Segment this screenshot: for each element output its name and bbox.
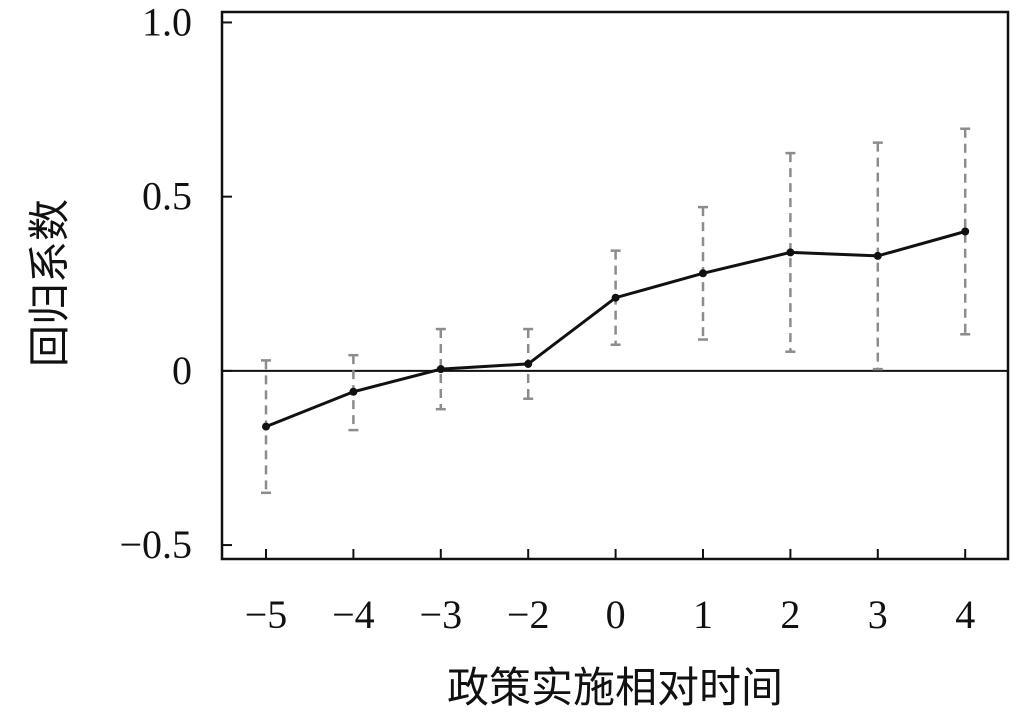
- x-tick-label: 2: [780, 592, 800, 637]
- x-tick-label: −2: [507, 592, 550, 637]
- data-point: [786, 248, 795, 257]
- data-point: [524, 359, 533, 368]
- plot-area: 1.0 0.5 0 −0.5 −5 −4 −3 −2 0 1 2 3 4: [119, 0, 1010, 637]
- data-point: [873, 251, 882, 260]
- data-point: [961, 227, 970, 236]
- x-tick-label: 1: [693, 592, 713, 637]
- x-tick-label: 0: [606, 592, 626, 637]
- x-tick-label: −3: [420, 592, 463, 637]
- data-point: [699, 269, 707, 278]
- y-tick-label: −0.5: [119, 522, 192, 567]
- y-tick-label: 1.0: [142, 0, 192, 44]
- x-tick-label: 3: [868, 592, 888, 637]
- data-point: [349, 387, 358, 396]
- x-tick-label: 4: [955, 592, 975, 637]
- data-point: [436, 365, 445, 374]
- data-point: [611, 293, 620, 302]
- y-tick-label: 0: [172, 348, 192, 393]
- y-axis-title: 回归系数: [25, 199, 74, 367]
- y-tick-label: 0.5: [142, 174, 192, 219]
- x-tick-label: −4: [332, 592, 375, 637]
- x-tick-label: −5: [245, 592, 288, 637]
- x-axis-title: 政策实施相对时间: [447, 663, 783, 712]
- data-point: [262, 422, 270, 431]
